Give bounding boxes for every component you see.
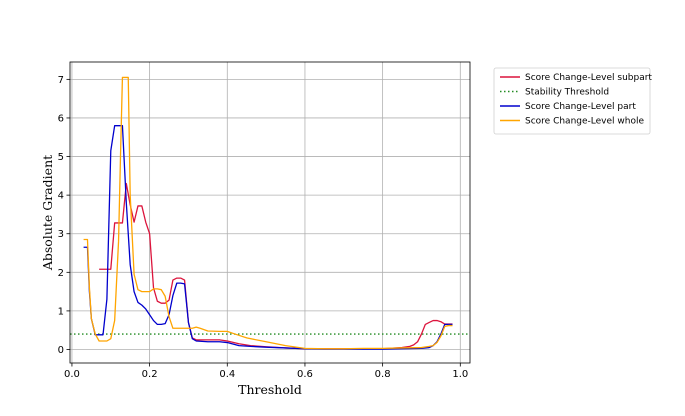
x-axis-ticks: 0.0 0.2 0.4 0.6 0.8 1.0 bbox=[64, 363, 468, 380]
legend-label: Stability Threshold bbox=[525, 88, 609, 98]
y-tick-label: 6 bbox=[58, 113, 64, 124]
y-tick-label: 4 bbox=[58, 191, 64, 202]
legend-label: Score Change-Level part bbox=[525, 102, 636, 112]
y-axis-ticks: 0 1 2 3 4 5 6 7 bbox=[58, 75, 70, 356]
x-tick-label: 0.4 bbox=[219, 369, 235, 380]
legend-label: Score Change-Level whole bbox=[525, 117, 644, 127]
y-tick-label: 5 bbox=[58, 152, 64, 163]
series-lines bbox=[83, 76, 453, 350]
y-tick-label: 0 bbox=[58, 345, 64, 356]
y-tick-label: 3 bbox=[58, 229, 64, 240]
legend-box bbox=[493, 67, 651, 135]
series-line-score-change-level-subpart bbox=[99, 182, 453, 350]
series-line-score-change-level-part bbox=[83, 125, 453, 350]
y-tick-label: 7 bbox=[58, 75, 64, 86]
x-tick-label: 0.0 bbox=[64, 369, 80, 380]
plot-frame bbox=[69, 61, 471, 364]
y-axis-title: Absolute Gradient bbox=[40, 155, 55, 271]
y-tick-label: 1 bbox=[58, 306, 64, 317]
legend-label: Score Change-Level subpart bbox=[525, 73, 652, 83]
x-tick-label: 1.0 bbox=[452, 369, 468, 380]
x-tick-label: 0.2 bbox=[142, 369, 158, 380]
series-line-score-change-level-whole bbox=[83, 76, 453, 350]
x-tick-label: 0.6 bbox=[297, 369, 313, 380]
x-axis-title: Threshold bbox=[238, 382, 302, 397]
grid-lines bbox=[70, 62, 470, 363]
y-tick-label: 2 bbox=[58, 268, 64, 279]
legend: Score Change-Level subpart Stability Thre… bbox=[493, 67, 652, 135]
x-tick-label: 0.8 bbox=[375, 369, 391, 380]
